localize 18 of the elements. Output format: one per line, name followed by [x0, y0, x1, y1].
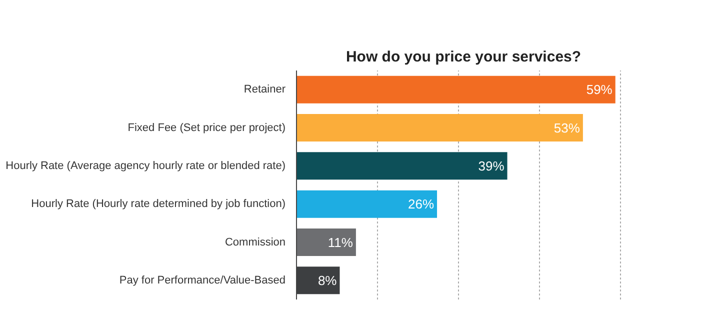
bar: [296, 190, 438, 218]
bar: [296, 76, 616, 104]
data-label: 53%: [554, 120, 580, 136]
y-tick-label: Hourly Rate (Hourly rate determined by job function): [31, 198, 286, 210]
y-tick-label: Pay for Performance/Value-Based: [119, 274, 286, 286]
y-tick-label: Fixed Fee (Set price per project): [128, 122, 286, 134]
chart-title: How do you price your services?: [346, 48, 582, 66]
bar: [296, 228, 356, 256]
y-tick-label: Commission: [224, 236, 286, 248]
data-label: 59%: [586, 82, 613, 98]
y-tick-label: Retainer: [244, 84, 286, 96]
bar: [296, 114, 583, 142]
y-tick-label: Hourly Rate (Average agency hourly rate or blended rate): [6, 160, 286, 172]
data-label: 8%: [318, 272, 338, 288]
bar: [296, 152, 508, 180]
data-label: 26%: [408, 196, 434, 212]
data-label: 11%: [328, 234, 354, 250]
data-label: 39%: [478, 158, 505, 174]
